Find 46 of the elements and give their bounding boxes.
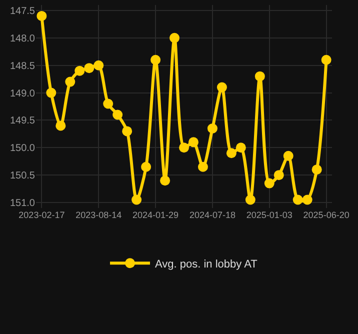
point xyxy=(198,162,208,172)
point xyxy=(36,10,47,21)
x-tick-label: 2025-01-03 xyxy=(246,210,292,220)
point xyxy=(65,76,76,87)
point xyxy=(274,170,284,180)
x-tick-label: 2025-06-20 xyxy=(303,210,350,220)
point xyxy=(254,71,265,82)
x-tick-label: 2024-01-29 xyxy=(132,210,179,220)
y-tick-label: 150.5 xyxy=(10,170,36,182)
y-tick-label: 149.0 xyxy=(10,88,36,100)
point xyxy=(170,32,180,43)
x-tick-label: 2024-07-18 xyxy=(189,210,236,220)
point xyxy=(141,162,152,172)
point xyxy=(283,150,294,161)
point xyxy=(312,164,322,175)
point xyxy=(207,123,218,134)
point xyxy=(56,120,66,131)
x-tick-label: 2023-02-17 xyxy=(18,210,65,220)
point xyxy=(112,110,123,120)
y-tick-label: 148.0 xyxy=(10,33,36,44)
point xyxy=(132,194,142,205)
point xyxy=(94,60,104,70)
point xyxy=(292,194,303,205)
y-tick-label: 149.5 xyxy=(10,116,36,127)
legend-label: Avg. pos. in lobby AT xyxy=(155,258,258,270)
point xyxy=(103,98,114,109)
point xyxy=(122,126,132,136)
point xyxy=(160,176,170,186)
point xyxy=(226,148,236,158)
point xyxy=(46,88,56,98)
point xyxy=(245,194,256,205)
point xyxy=(179,142,189,153)
point xyxy=(74,66,85,76)
point xyxy=(302,194,312,205)
x-tick-label: 2023-08-14 xyxy=(76,210,122,220)
y-tick-label: 147.5 xyxy=(10,6,36,17)
point xyxy=(216,82,227,92)
point xyxy=(150,54,161,65)
y-tick-label: 151.0 xyxy=(10,198,36,210)
point xyxy=(236,142,246,153)
point xyxy=(84,63,94,74)
point xyxy=(188,137,198,148)
point xyxy=(321,54,332,65)
point xyxy=(264,178,274,188)
y-tick-label: 150.0 xyxy=(10,143,36,154)
y-tick-label: 148.5 xyxy=(10,60,36,72)
